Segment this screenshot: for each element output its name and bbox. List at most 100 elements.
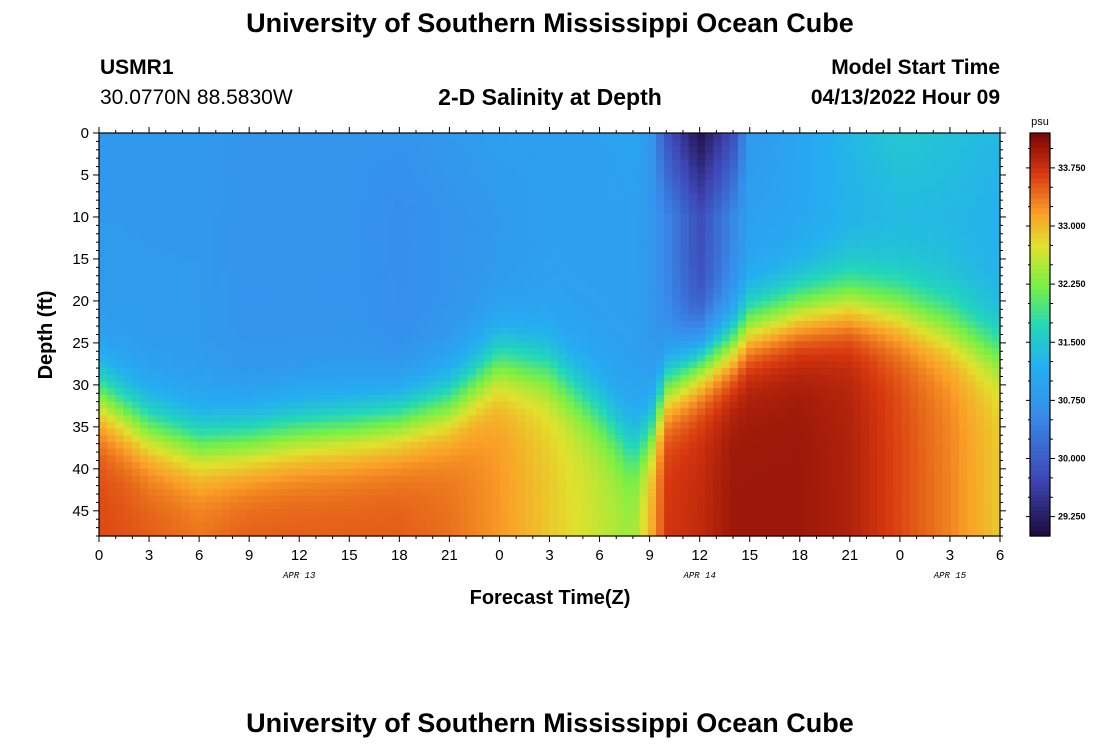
- heatmap-cell: [508, 253, 518, 262]
- heatmap-cell: [189, 334, 198, 342]
- heatmap-cell: [541, 307, 551, 315]
- heatmap-cell: [565, 522, 575, 530]
- heatmap-cell: [590, 448, 600, 456]
- heatmap-cell: [713, 529, 723, 537]
- heatmap-cell: [713, 321, 723, 329]
- heatmap-cell: [443, 381, 452, 389]
- heatmap-cell: [508, 421, 518, 430]
- heatmap-cell: [524, 267, 534, 275]
- heatmap-cell: [156, 347, 166, 356]
- model-start-value: 04/13/2022 Hour 09: [810, 86, 1000, 109]
- heatmap-cell: [262, 186, 272, 195]
- heatmap-cell: [582, 300, 592, 309]
- heatmap-cell: [418, 354, 428, 362]
- heatmap-cell: [246, 287, 256, 295]
- heatmap-cell: [557, 327, 567, 336]
- heatmap-cell: [664, 462, 673, 470]
- heatmap-cell: [156, 274, 166, 282]
- heatmap-cell: [754, 415, 764, 423]
- heatmap-cell: [279, 347, 288, 356]
- heatmap-cell: [606, 321, 616, 329]
- heatmap-cell: [762, 354, 772, 362]
- heatmap-cell: [393, 488, 403, 497]
- heatmap-cell: [262, 180, 272, 188]
- heatmap-cell: [672, 334, 682, 342]
- heatmap-cell: [115, 220, 125, 228]
- heatmap-cell: [688, 354, 698, 362]
- heatmap-cell: [754, 462, 764, 470]
- heatmap-cell: [434, 408, 444, 416]
- heatmap-cell: [615, 448, 624, 456]
- heatmap-cell: [500, 227, 510, 235]
- heatmap-cell: [582, 321, 592, 329]
- heatmap-cell: [139, 347, 149, 356]
- heatmap-cell: [590, 495, 600, 504]
- heatmap-cell: [230, 334, 239, 342]
- heatmap-cell: [271, 462, 280, 470]
- heatmap-cell: [459, 146, 469, 154]
- heatmap-cell: [541, 341, 551, 349]
- heatmap-cell: [680, 388, 690, 396]
- heatmap-cell: [762, 280, 772, 289]
- heatmap-cell: [361, 408, 370, 416]
- heatmap-cell: [483, 334, 493, 342]
- heatmap-cell: [426, 274, 436, 282]
- heatmap-cell: [352, 200, 362, 208]
- heatmap-cell: [606, 388, 616, 396]
- heatmap-cell: [205, 267, 215, 275]
- heatmap-cell: [582, 388, 592, 396]
- heatmap-cell: [647, 240, 657, 248]
- heatmap-cell: [475, 515, 485, 524]
- heatmap-cell: [287, 374, 297, 383]
- heatmap-cell: [434, 435, 444, 443]
- heatmap-cell: [533, 220, 542, 228]
- heatmap-cell: [107, 220, 116, 228]
- heatmap-cell: [295, 274, 305, 282]
- heatmap-cell: [164, 468, 174, 477]
- heatmap-cell: [262, 354, 272, 362]
- heatmap-cell: [303, 287, 313, 295]
- heatmap-cell: [336, 247, 346, 255]
- heatmap-cell: [377, 274, 387, 282]
- heatmap-cell: [533, 260, 542, 268]
- heatmap-cell: [582, 327, 592, 336]
- heatmap-cell: [639, 253, 649, 262]
- heatmap-cell: [279, 220, 288, 228]
- heatmap-cell: [590, 475, 600, 483]
- heatmap-cell: [705, 361, 714, 369]
- heatmap-cell: [295, 495, 305, 504]
- heatmap-cell: [205, 180, 215, 188]
- heatmap-cell: [254, 462, 264, 470]
- heatmap-cell: [246, 435, 256, 443]
- heatmap-cell: [320, 515, 329, 524]
- heatmap-cell: [221, 529, 231, 537]
- heatmap-cell: [139, 468, 149, 477]
- heatmap-cell: [328, 274, 338, 282]
- heatmap-cell: [377, 462, 387, 470]
- heatmap-cell: [295, 280, 305, 289]
- heatmap-cell: [443, 488, 452, 497]
- heatmap-cell: [475, 200, 485, 208]
- heatmap-cell: [426, 368, 436, 376]
- heatmap-cell: [729, 475, 739, 483]
- heatmap-cell: [746, 347, 755, 356]
- heatmap-cell: [156, 260, 166, 268]
- heatmap-cell: [680, 240, 690, 248]
- heatmap-cell: [361, 287, 370, 295]
- heatmap-cell: [574, 435, 583, 443]
- heatmap-cell: [500, 253, 510, 262]
- heatmap-cell: [180, 200, 190, 208]
- heatmap-cell: [557, 448, 567, 456]
- heatmap-cell: [574, 213, 583, 221]
- heatmap-cell: [565, 435, 575, 443]
- heatmap-cell: [696, 368, 706, 376]
- heatmap-cell: [418, 180, 428, 188]
- heatmap-cell: [279, 408, 288, 416]
- heatmap-cell: [762, 133, 772, 141]
- heatmap-cell: [426, 381, 436, 389]
- heatmap-cell: [492, 361, 501, 369]
- heatmap-cell: [492, 435, 501, 443]
- heatmap-cell: [385, 448, 395, 456]
- heatmap-cell: [541, 159, 551, 168]
- heatmap-cell: [295, 260, 305, 268]
